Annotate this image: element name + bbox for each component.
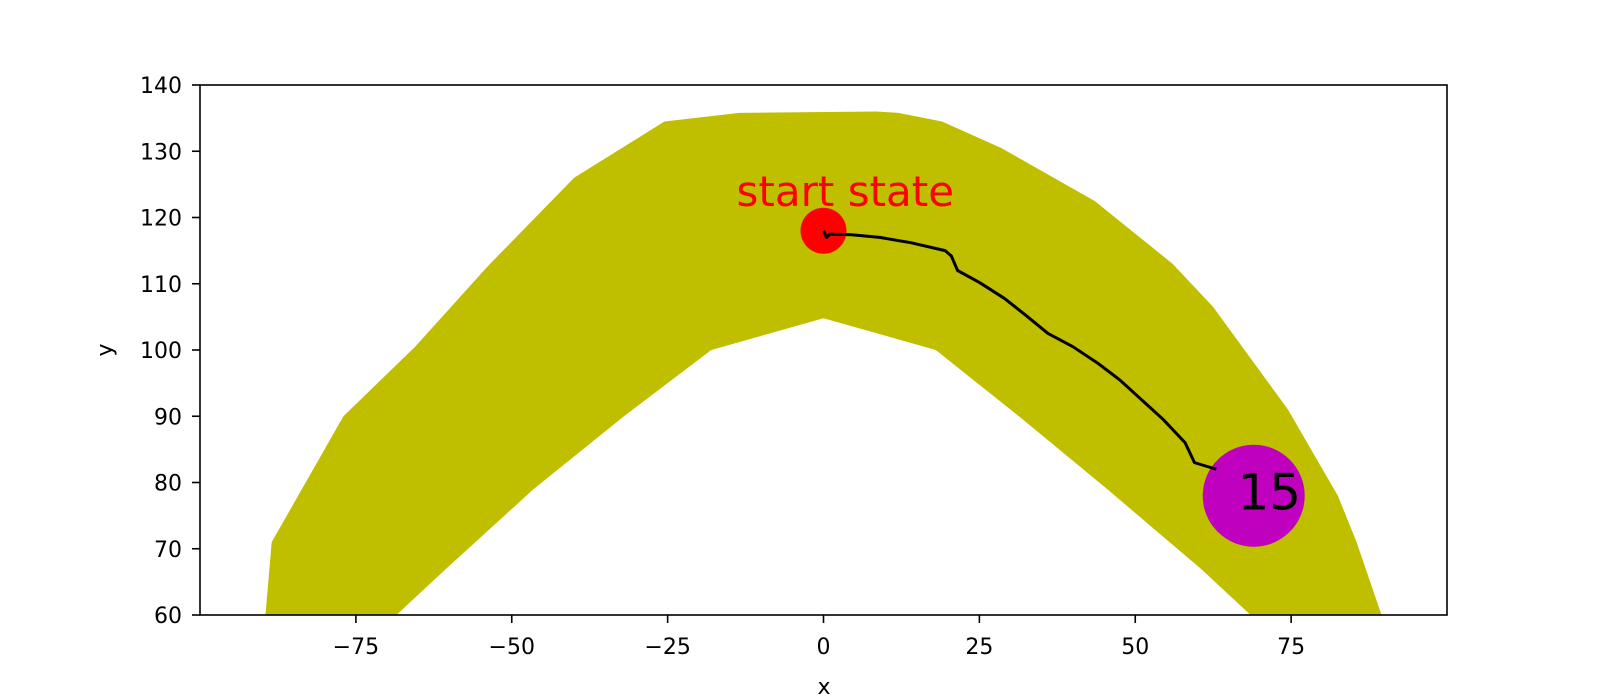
x-tick-label: −75 (333, 635, 379, 660)
y-tick-label: 140 (140, 74, 182, 99)
x-axis: −75 −50 −25 0 25 50 75 (333, 615, 1305, 660)
x-tick-label: −50 (489, 635, 535, 660)
y-tick-label: 60 (154, 604, 182, 629)
x-tick-label: 75 (1277, 635, 1305, 660)
y-tick-label: 130 (140, 140, 182, 165)
goal-circle (1202, 444, 1305, 547)
road-band (265, 111, 1382, 615)
y-axis-label: y (93, 343, 118, 356)
y-tick-label: 90 (154, 405, 182, 430)
start-state-label: start state (737, 167, 955, 216)
x-tick-label: 25 (965, 635, 993, 660)
x-tick-label: −25 (644, 635, 690, 660)
y-axis: 60 70 80 90 100 110 120 130 140 (140, 74, 200, 629)
plot-area: start state 15 (265, 111, 1382, 615)
goal-label: 15 (1237, 463, 1301, 521)
x-tick-label: 50 (1121, 635, 1149, 660)
x-axis-label: x (817, 675, 830, 700)
y-tick-label: 80 (154, 472, 182, 497)
y-tick-label: 100 (140, 339, 182, 364)
x-tick-label: 0 (817, 635, 831, 660)
trajectory-line (822, 230, 1217, 471)
y-tick-label: 110 (140, 273, 182, 298)
y-tick-label: 120 (140, 207, 182, 232)
y-tick-label: 70 (154, 538, 182, 563)
